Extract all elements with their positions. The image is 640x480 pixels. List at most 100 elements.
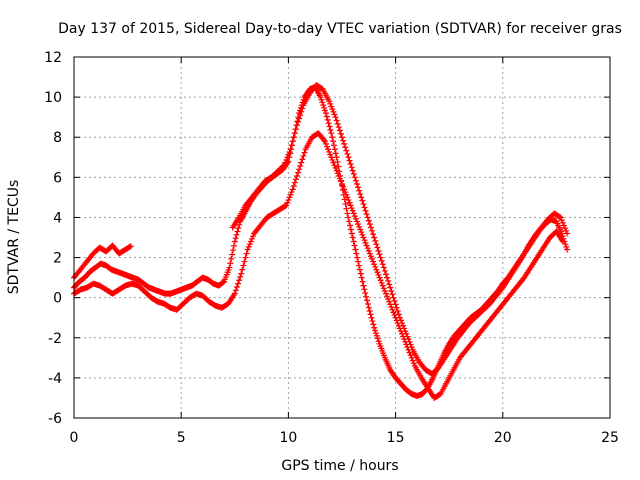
data-point <box>396 325 403 332</box>
data-point <box>323 113 330 120</box>
data-point <box>343 147 350 154</box>
data-point <box>363 211 370 218</box>
data-point <box>364 214 371 221</box>
data-point <box>235 225 242 232</box>
x-tick-label: 20 <box>494 430 512 446</box>
data-point <box>387 301 394 308</box>
data-point <box>347 202 354 209</box>
y-tick-label: 0 <box>53 291 62 307</box>
data-point <box>326 98 333 105</box>
data-point <box>378 257 385 264</box>
data-point <box>393 317 400 324</box>
y-tick-label: 2 <box>53 251 62 267</box>
data-point <box>367 253 374 260</box>
data-point <box>359 231 366 238</box>
data-point <box>371 234 378 241</box>
data-point <box>324 116 331 123</box>
data-point <box>356 223 363 230</box>
data-point <box>245 243 252 250</box>
x-tick-labels: 0 5 10 15 20 25 <box>70 430 619 446</box>
data-point <box>362 207 369 214</box>
data-point <box>332 150 339 157</box>
data-point <box>361 237 368 244</box>
data-point <box>335 163 342 170</box>
data-point <box>354 254 361 261</box>
data-point <box>366 250 373 257</box>
data-point <box>373 241 380 248</box>
data-point <box>409 357 416 364</box>
x-axis-label: GPS time / hours <box>281 458 398 474</box>
data-point <box>346 199 353 206</box>
data-point <box>349 234 356 241</box>
data-point <box>402 338 409 345</box>
data-point <box>358 229 365 236</box>
data-point <box>348 164 355 171</box>
data-point <box>376 274 383 281</box>
data-point <box>373 332 380 339</box>
y-tick-label: 4 <box>53 210 62 226</box>
data-point <box>381 267 388 274</box>
data-point <box>298 108 305 115</box>
data-point <box>328 130 335 137</box>
x-tick-label: 10 <box>279 430 297 446</box>
data-point <box>380 285 387 292</box>
data-point <box>331 162 338 169</box>
data-point <box>358 194 365 201</box>
data-point <box>318 96 325 103</box>
data-point <box>352 177 359 184</box>
data-point <box>355 262 362 269</box>
data-point <box>291 179 298 186</box>
data-point <box>366 221 373 228</box>
data-point <box>283 156 290 163</box>
data-point <box>556 213 563 220</box>
data-point <box>367 311 374 318</box>
data-point <box>243 250 250 257</box>
data-point <box>220 279 227 286</box>
data-point <box>242 254 249 261</box>
data-point <box>377 277 384 284</box>
data-point <box>356 187 363 194</box>
data-point <box>230 242 237 249</box>
data-point <box>233 231 240 238</box>
data-point <box>331 111 338 118</box>
data-point <box>353 250 360 257</box>
data-point <box>331 146 338 153</box>
data-point <box>380 264 387 271</box>
data-point <box>319 99 326 106</box>
data-point <box>362 289 369 296</box>
data-point <box>330 142 337 149</box>
data-point <box>386 298 393 305</box>
data-point <box>394 308 401 315</box>
data-point <box>404 344 411 351</box>
data-point <box>364 301 371 308</box>
data-point <box>284 199 291 206</box>
data-point <box>379 282 386 289</box>
data-point <box>322 110 329 117</box>
data-point <box>359 197 366 204</box>
data-point <box>330 108 337 115</box>
data-point <box>372 327 379 334</box>
data-point <box>520 275 527 282</box>
data-point <box>378 279 385 286</box>
x-tick-label: 25 <box>601 430 619 446</box>
data-point <box>321 138 328 145</box>
data-point <box>375 247 382 254</box>
data-point <box>369 318 376 325</box>
data-point <box>361 204 368 211</box>
data-point <box>372 237 379 244</box>
data-point <box>127 243 134 250</box>
data-point <box>240 262 247 269</box>
data-point <box>355 221 362 228</box>
data-point <box>350 210 357 217</box>
y-tick-label: -4 <box>48 371 62 387</box>
data-point <box>290 183 297 190</box>
data-point <box>329 156 336 163</box>
data-point <box>374 335 381 342</box>
data-point <box>377 254 384 261</box>
data-point <box>381 287 388 294</box>
data-point <box>341 186 348 193</box>
data-point <box>335 124 342 131</box>
data-point <box>334 120 341 127</box>
data-point <box>327 151 334 158</box>
data-point <box>559 238 566 245</box>
